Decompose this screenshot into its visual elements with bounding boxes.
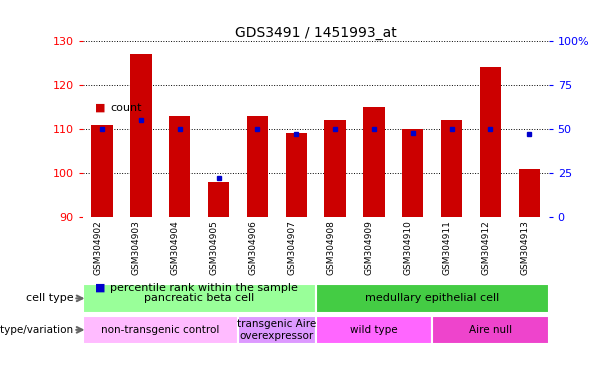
Text: GSM304907: GSM304907 bbox=[287, 220, 296, 275]
Bar bbox=[402, 129, 424, 217]
Text: percentile rank within the sample: percentile rank within the sample bbox=[110, 283, 298, 293]
Text: GSM304905: GSM304905 bbox=[210, 220, 219, 275]
Text: GSM304911: GSM304911 bbox=[443, 220, 452, 275]
Bar bbox=[238, 316, 316, 344]
Text: GSM304906: GSM304906 bbox=[248, 220, 257, 275]
Bar bbox=[169, 116, 191, 217]
Text: GSM304913: GSM304913 bbox=[520, 220, 529, 275]
Text: cell type: cell type bbox=[26, 293, 74, 303]
Text: genotype/variation: genotype/variation bbox=[0, 325, 74, 335]
Bar bbox=[316, 316, 432, 344]
Text: GSM304912: GSM304912 bbox=[481, 220, 490, 275]
Bar bbox=[208, 182, 229, 217]
Text: Aire null: Aire null bbox=[469, 325, 512, 335]
Title: GDS3491 / 1451993_at: GDS3491 / 1451993_at bbox=[235, 26, 397, 40]
Text: wild type: wild type bbox=[350, 325, 398, 335]
Bar bbox=[286, 133, 307, 217]
Bar bbox=[91, 124, 113, 217]
Bar bbox=[441, 120, 462, 217]
Bar bbox=[83, 316, 238, 344]
Bar bbox=[519, 169, 540, 217]
Text: count: count bbox=[110, 103, 142, 113]
Bar bbox=[480, 67, 501, 217]
Bar bbox=[324, 120, 346, 217]
Text: ■: ■ bbox=[95, 283, 105, 293]
Text: GSM304910: GSM304910 bbox=[404, 220, 413, 275]
Bar bbox=[432, 316, 549, 344]
Text: medullary epithelial cell: medullary epithelial cell bbox=[365, 293, 500, 303]
Text: GSM304902: GSM304902 bbox=[93, 220, 102, 275]
Text: non-transgenic control: non-transgenic control bbox=[101, 325, 219, 335]
Text: GSM304903: GSM304903 bbox=[132, 220, 141, 275]
Text: GSM304909: GSM304909 bbox=[365, 220, 374, 275]
Text: ■: ■ bbox=[95, 103, 105, 113]
Bar bbox=[83, 284, 316, 313]
Text: pancreatic beta cell: pancreatic beta cell bbox=[144, 293, 254, 303]
Text: GSM304908: GSM304908 bbox=[326, 220, 335, 275]
Bar bbox=[316, 284, 549, 313]
Text: transgenic Aire
overexpressor: transgenic Aire overexpressor bbox=[237, 319, 316, 341]
Bar bbox=[131, 54, 151, 217]
Bar bbox=[247, 116, 268, 217]
Text: GSM304904: GSM304904 bbox=[171, 220, 180, 275]
Bar bbox=[364, 107, 384, 217]
